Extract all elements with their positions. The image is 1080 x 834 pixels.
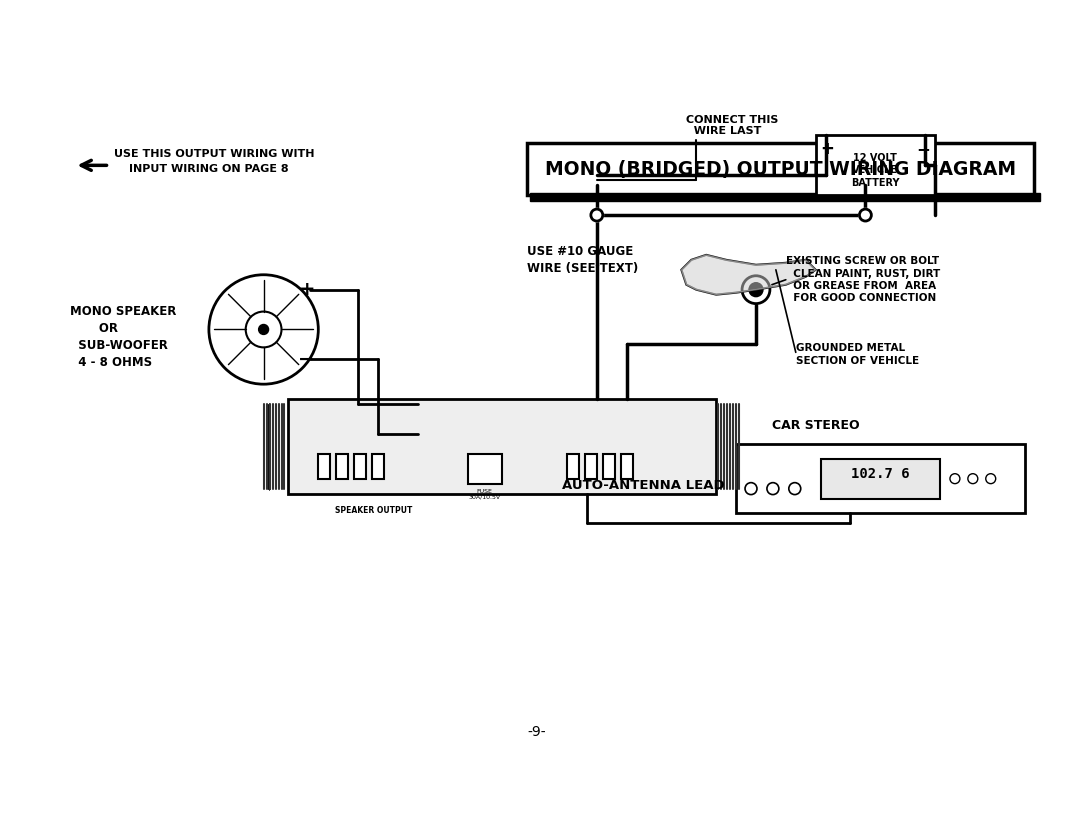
Circle shape (591, 209, 603, 221)
Bar (288, 399, 716, 494)
Text: 102.7 6: 102.7 6 (851, 467, 909, 480)
Text: USE #10 GAUGE
WIRE (SEE TEXT): USE #10 GAUGE WIRE (SEE TEXT) (527, 245, 638, 275)
Text: 12 VOLT
VEHICLE
BATTERY: 12 VOLT VEHICLE BATTERY (851, 153, 900, 188)
Bar (336, 454, 348, 479)
Circle shape (750, 283, 762, 297)
Text: −: − (298, 349, 314, 369)
Bar (603, 454, 615, 479)
Bar (372, 454, 384, 479)
Bar (527, 143, 1035, 195)
Text: +: + (821, 140, 835, 158)
Text: MONO SPEAKER
       OR
  SUB-WOOFER
  4 - 8 OHMS: MONO SPEAKER OR SUB-WOOFER 4 - 8 OHMS (69, 304, 176, 369)
Bar (737, 444, 1025, 514)
Circle shape (258, 324, 269, 334)
Text: GROUNDED METAL
SECTION OF VEHICLE: GROUNDED METAL SECTION OF VEHICLE (796, 343, 919, 366)
Circle shape (860, 209, 872, 221)
Bar (567, 454, 579, 479)
Bar (821, 459, 940, 499)
Text: EXISTING SCREW OR BOLT
  CLEAN PAINT, RUST, DIRT
  OR GREASE FROM  AREA
  FOR GO: EXISTING SCREW OR BOLT CLEAN PAINT, RUST… (786, 256, 940, 304)
Text: INPUT WIRING ON PAGE 8: INPUT WIRING ON PAGE 8 (130, 164, 289, 174)
Text: USE THIS OUTPUT WIRING WITH: USE THIS OUTPUT WIRING WITH (114, 149, 315, 159)
Text: AUTO-ANTENNA LEAD: AUTO-ANTENNA LEAD (562, 479, 725, 492)
Bar (319, 454, 330, 479)
Text: SPEAKER OUTPUT: SPEAKER OUTPUT (335, 505, 413, 515)
Bar (530, 193, 1040, 201)
Bar (585, 454, 597, 479)
Bar (621, 454, 633, 479)
Bar (468, 454, 502, 484)
Text: CONNECT THIS
  WIRE LAST: CONNECT THIS WIRE LAST (687, 115, 779, 136)
Text: −: − (916, 140, 930, 158)
Bar (815, 135, 935, 195)
Polygon shape (681, 255, 815, 294)
Text: +: + (298, 280, 315, 299)
Text: FUSE
30A/10.5V: FUSE 30A/10.5V (469, 489, 500, 500)
Bar (354, 454, 366, 479)
Text: CAR STEREO: CAR STEREO (772, 419, 860, 432)
Text: -9-: -9- (528, 726, 546, 739)
Text: MONO (BRIDGED) OUTPUT WIRING DIAGRAM: MONO (BRIDGED) OUTPUT WIRING DIAGRAM (545, 160, 1016, 178)
